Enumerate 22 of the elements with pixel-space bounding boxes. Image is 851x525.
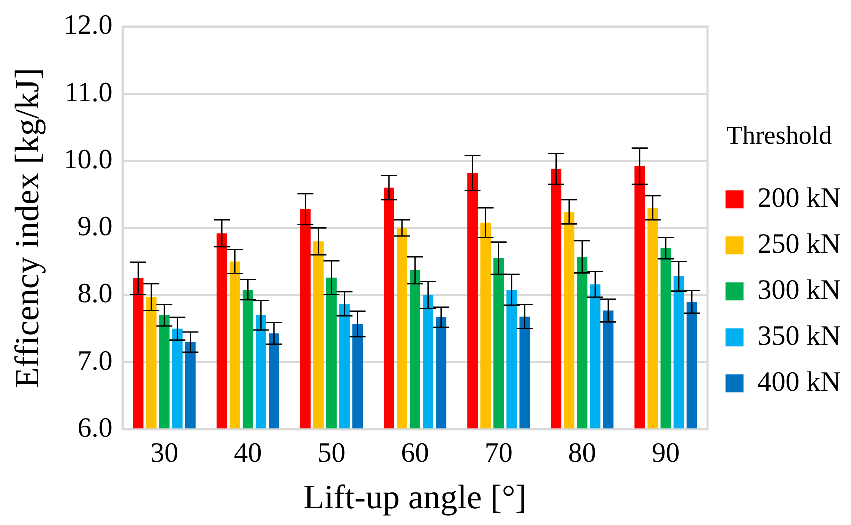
x-axis-title: Lift-up angle [°]	[304, 480, 527, 517]
x-tick-label: 90	[652, 438, 680, 469]
x-tick-label: 40	[234, 438, 262, 469]
legend-label: 300 kN	[758, 274, 842, 306]
x-tick-label: 30	[150, 438, 179, 469]
y-tick-label: 8.0	[78, 278, 113, 310]
y-tick-label: 9.0	[78, 212, 113, 243]
y-tick-label: 6.0	[78, 412, 113, 444]
y-tick-label: 12.0	[64, 10, 113, 42]
y-axis-title: Efficency index [kg/kJ]	[9, 68, 46, 388]
legend-label: 350 kN	[758, 320, 842, 352]
legend-label: 200 kN	[758, 182, 842, 214]
legend-label: 400 kN	[758, 366, 842, 398]
legend-title: Threshold	[726, 121, 832, 150]
x-tick-label: 70	[484, 438, 513, 469]
y-tick-label: 11.0	[64, 77, 113, 108]
x-tick-label: 50	[318, 438, 346, 469]
y-tick-label: 7.0	[78, 346, 113, 377]
legend-label: 250 kN	[758, 228, 842, 260]
y-tick-label: 10.0	[64, 144, 113, 176]
x-tick-label: 80	[568, 438, 596, 469]
x-tick-label: 60	[401, 438, 430, 469]
